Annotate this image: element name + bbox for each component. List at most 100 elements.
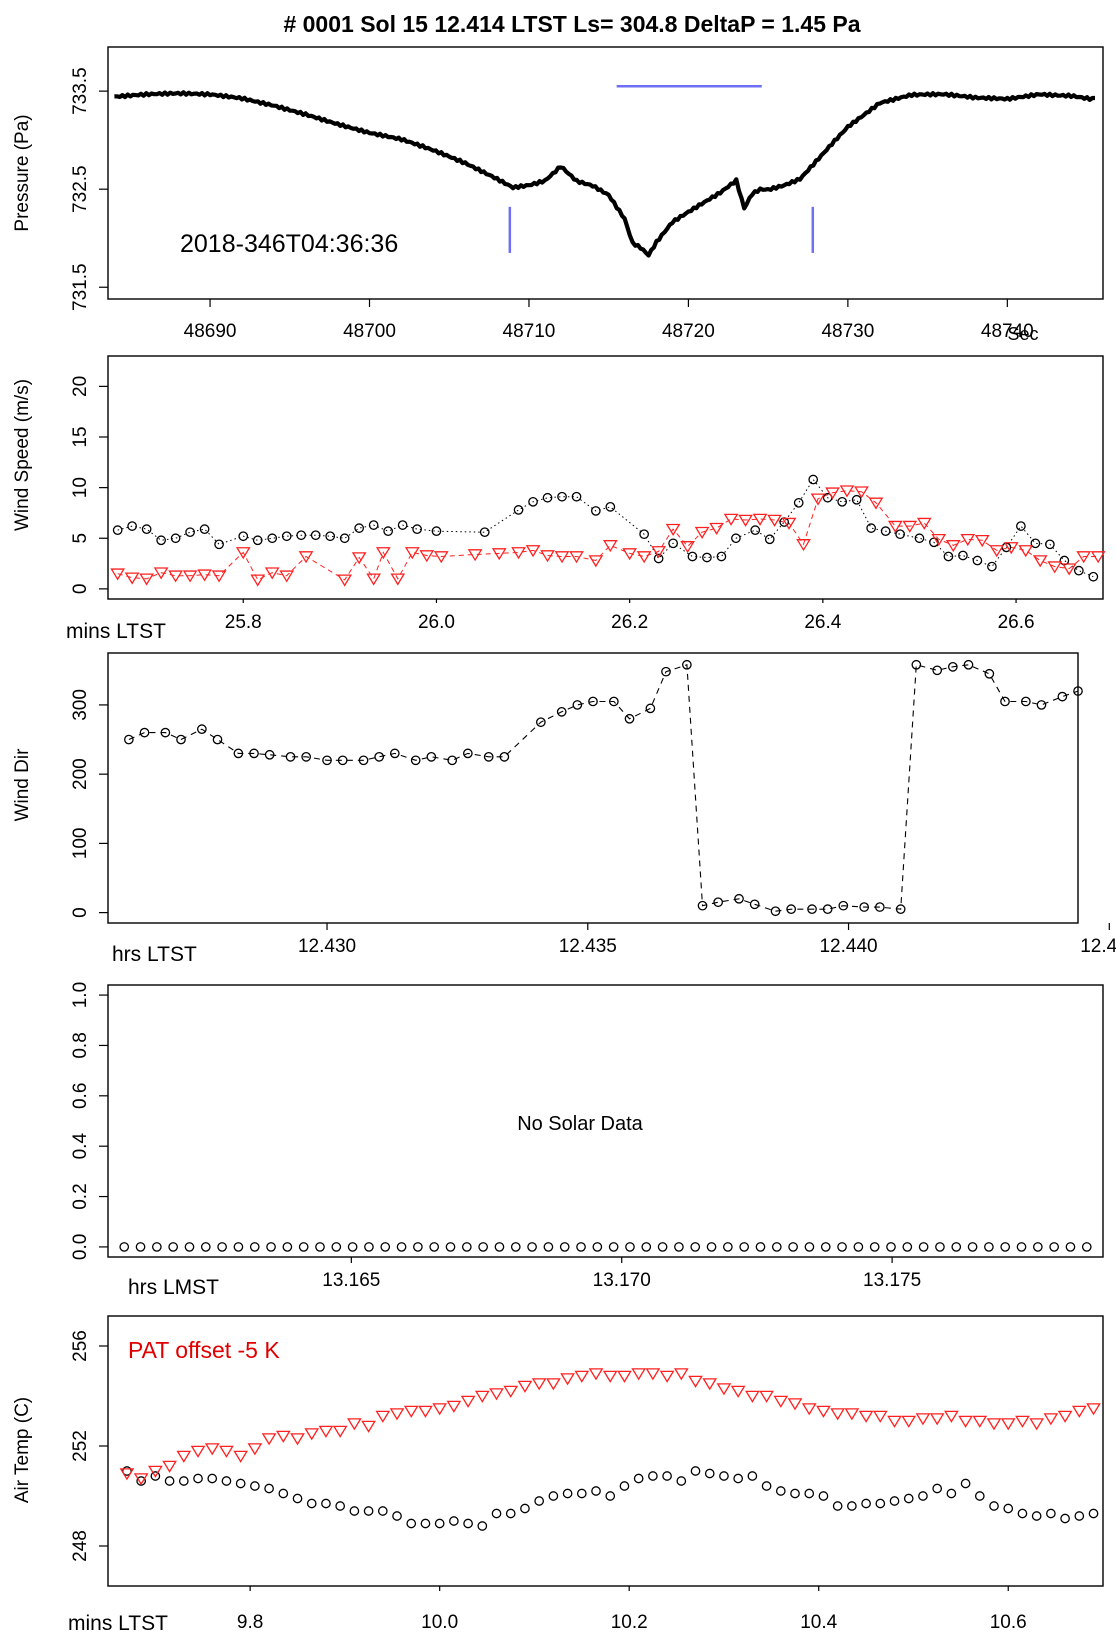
wind-speed-point <box>325 531 336 542</box>
solar-point <box>347 1242 358 1252</box>
wind-speed-marks <box>110 474 1106 587</box>
wind-speed-triangle <box>110 568 126 581</box>
air-temp-triangle <box>546 1378 561 1391</box>
wind-dir-point <box>197 724 207 735</box>
solar-point <box>1032 1242 1043 1252</box>
wind-speed-triangle <box>752 513 768 526</box>
wind-speed-point <box>431 526 442 537</box>
air-temp-triangle <box>531 1378 547 1391</box>
solar-point <box>478 1242 488 1252</box>
solar-point <box>543 1242 554 1252</box>
wind-dir-point <box>822 904 833 915</box>
solar-ytick-label: 0.8 <box>70 1032 91 1058</box>
wind-dir-point <box>285 751 296 762</box>
wind-speed-point <box>141 524 152 534</box>
air-temp-point <box>804 1488 815 1499</box>
solar-point <box>886 1242 896 1252</box>
air-temp-xtick-label: 10.0 <box>421 1612 458 1633</box>
wind-speed-triangle <box>916 517 932 530</box>
pressure-ytick-label: 731.5 <box>70 263 91 311</box>
solar-point <box>690 1242 701 1252</box>
air-temp-triangle <box>190 1445 206 1458</box>
wind-speed-point <box>1073 565 1084 576</box>
air-temp-triangle <box>1015 1415 1030 1428</box>
air-temp-triangle <box>247 1443 263 1456</box>
wind-dir-ytick-label: 0 <box>70 907 91 918</box>
pressure-xtick-label: 48730 <box>821 321 874 342</box>
wind-speed-point <box>590 506 601 516</box>
solar-point <box>869 1242 880 1252</box>
air-temp-triangle <box>602 1370 618 1383</box>
wind-dir-xtick-label: 12.430 <box>298 936 356 957</box>
air-temp-triangle <box>162 1460 177 1473</box>
wind-speed-triangle <box>738 514 753 527</box>
air-temp-point <box>1074 1511 1085 1521</box>
air-temp-triangle <box>432 1403 448 1416</box>
wind-speed-triangle <box>279 570 295 583</box>
air-temp-xtick-label: 10.2 <box>611 1612 648 1633</box>
wind-speed-point <box>281 531 292 542</box>
air-temp-triangle <box>446 1400 462 1413</box>
air-temp-point <box>449 1516 459 1526</box>
air-temp-point <box>1046 1508 1056 1519</box>
air-temp-point <box>648 1471 658 1481</box>
solar-point <box>641 1242 652 1252</box>
wind-dir-point <box>734 893 744 904</box>
wind-speed-triangle <box>781 517 797 530</box>
air-temp-triangle <box>517 1380 533 1393</box>
air-temp-triangle <box>503 1385 519 1398</box>
air-temp-point <box>875 1498 886 1509</box>
pressure-ticks: 731.5 732.5 733.5 48690 48700 48710 48720 48730… <box>70 67 1034 342</box>
solar-point <box>233 1242 244 1252</box>
wind-speed-triangle <box>1018 545 1034 558</box>
solar-point <box>592 1242 603 1252</box>
solar-xtick-label: 13.165 <box>322 1270 380 1291</box>
wind-dir-marks <box>124 659 1083 917</box>
air-temp-marks <box>119 1368 1101 1531</box>
wind-speed-xunit: mins LTST <box>66 620 166 643</box>
wind-speed-triangle <box>694 526 710 540</box>
wind-speed-triangle <box>723 513 739 526</box>
air-temp-triangle <box>617 1370 632 1383</box>
air-temp-point <box>150 1471 161 1481</box>
wind-speed-ytick-label: 10 <box>70 477 91 498</box>
wind-speed-point <box>958 550 968 561</box>
wind-speed-triangle <box>680 541 695 554</box>
solar-point <box>1049 1242 1059 1252</box>
wind-speed-point <box>513 505 524 515</box>
wind-speed-triangle <box>1047 561 1063 574</box>
wind-speed-point <box>895 529 905 540</box>
solar-point <box>1065 1242 1076 1252</box>
wind-speed-ytick-label: 15 <box>70 426 91 447</box>
air-temp-triangle <box>944 1410 959 1423</box>
air-temp-point <box>1031 1511 1042 1521</box>
air-temp-triangle <box>460 1395 476 1408</box>
air-temp-point <box>392 1511 402 1521</box>
solar-ytick-label: 0.6 <box>70 1083 91 1109</box>
wind-speed-triangle <box>1076 551 1092 564</box>
wind-speed-point <box>605 502 616 512</box>
solar-point <box>461 1242 472 1252</box>
wind-speed-triangle <box>602 540 618 553</box>
air-temp-point <box>1060 1513 1070 1524</box>
wind-speed-triangle <box>124 572 140 585</box>
air-temp-point <box>932 1483 943 1494</box>
wind-speed-triangle <box>153 567 169 580</box>
air-temp-triangle <box>958 1415 973 1428</box>
air-temp-triangle <box>787 1398 803 1411</box>
figure-title: # 0001 Sol 15 12.414 LTST Ls= 304.8 Delt… <box>283 11 860 37</box>
wind-speed-point <box>296 530 307 541</box>
wind-dir-xtick-label: 12.435 <box>559 936 617 957</box>
wind-speed-triangle <box>467 549 483 562</box>
solar-point <box>413 1242 423 1252</box>
air-temp-point <box>1088 1508 1099 1519</box>
wind-dir-line <box>128 664 1079 912</box>
air-temp-point <box>505 1508 516 1519</box>
air-temp-triangle <box>929 1413 945 1426</box>
wind-dir-ytick-label: 100 <box>70 828 91 860</box>
wind-speed-triangle <box>351 552 367 565</box>
air-temp-triangle <box>773 1395 789 1408</box>
air-temp-point <box>974 1491 985 1501</box>
air-temp-point <box>193 1473 203 1484</box>
air-temp-triangle <box>204 1443 220 1456</box>
